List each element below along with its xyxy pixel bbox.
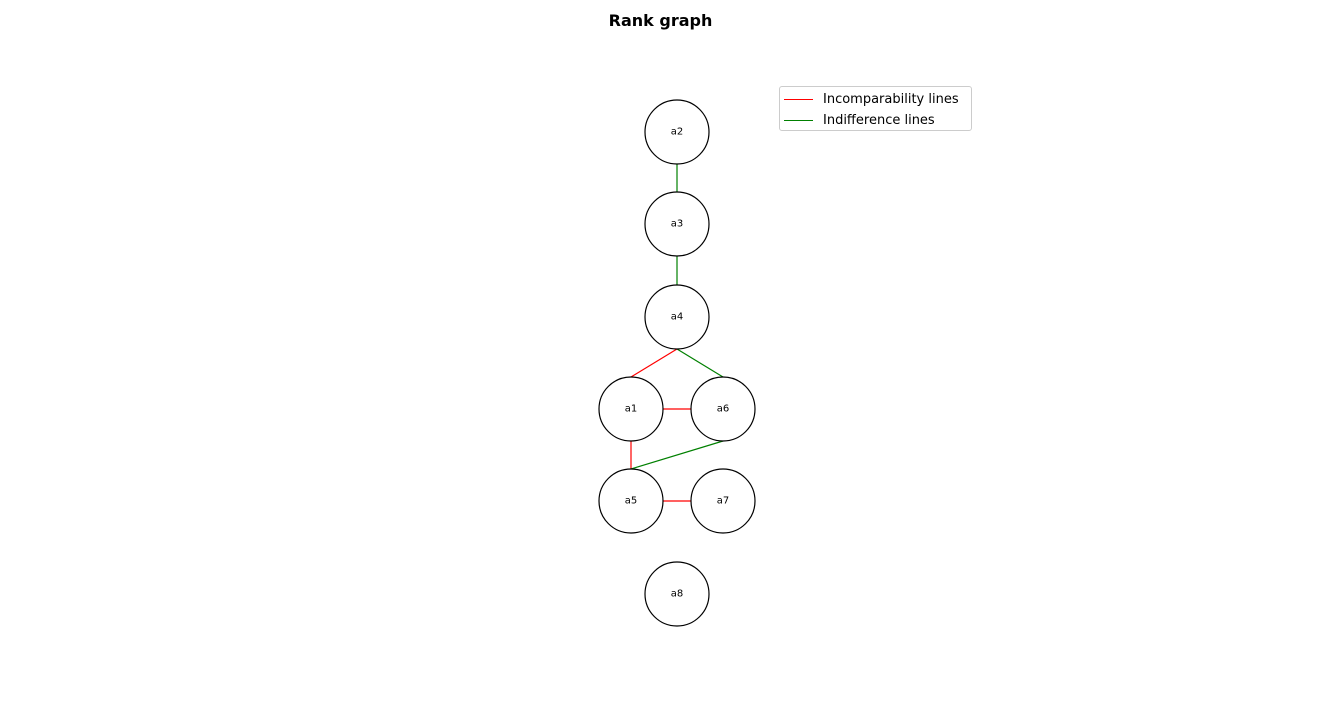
node-label-a8: a8 <box>671 589 684 600</box>
legend: Incomparability lines Indifference lines <box>779 86 972 131</box>
legend-swatch-indifference <box>784 119 813 121</box>
node-circle-a2 <box>644 99 710 165</box>
node-a5: a5 <box>598 468 664 534</box>
graph-title: Rank graph <box>608 11 713 30</box>
legend-item-incomparability: Incomparability lines <box>784 90 959 108</box>
node-label-a7: a7 <box>717 496 730 507</box>
legend-label-indifference: Indifference lines <box>823 112 935 128</box>
node-circle-a7 <box>690 468 756 534</box>
node-circle-a4 <box>644 284 710 350</box>
edge-a6-a5-indifference <box>630 440 724 470</box>
node-label-a4: a4 <box>671 312 684 323</box>
node-a4: a4 <box>644 284 710 350</box>
node-label-a3: a3 <box>671 219 684 230</box>
node-circle-a6 <box>690 376 756 442</box>
node-label-a1: a1 <box>625 404 638 415</box>
node-circle-a3 <box>644 191 710 257</box>
node-a6: a6 <box>690 376 756 442</box>
node-label-a5: a5 <box>625 496 638 507</box>
node-a7: a7 <box>690 468 756 534</box>
node-a2: a2 <box>644 99 710 165</box>
edge-layer <box>630 164 724 502</box>
node-circle-a8 <box>644 561 710 627</box>
node-a1: a1 <box>598 376 664 442</box>
node-label-a6: a6 <box>717 404 730 415</box>
node-layer: a2 a3 a4 a1 a6 a5 a7 a8 <box>598 99 756 627</box>
legend-swatch-incomparability <box>784 98 813 100</box>
edge-a4-a1-incomparability <box>630 348 678 378</box>
node-a3: a3 <box>644 191 710 257</box>
node-a8: a8 <box>644 561 710 627</box>
edge-a4-a6-indifference <box>676 348 724 378</box>
node-circle-a1 <box>598 376 664 442</box>
node-circle-a5 <box>598 468 664 534</box>
node-label-a2: a2 <box>671 127 684 138</box>
legend-label-incomparability: Incomparability lines <box>823 91 959 107</box>
legend-item-indifference: Indifference lines <box>784 111 935 129</box>
